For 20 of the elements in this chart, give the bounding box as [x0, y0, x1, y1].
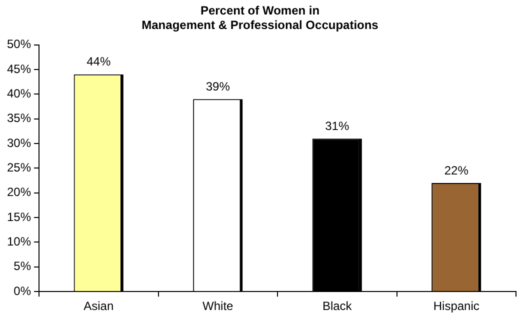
y-tick-label: 35% — [6, 111, 32, 126]
y-tick-label: 25% — [6, 160, 32, 175]
data-label: 39% — [206, 79, 230, 94]
x-tick-label: White — [202, 299, 234, 314]
y-tick-label: 5% — [14, 259, 32, 274]
x-tick-label: Black — [322, 299, 353, 314]
x-tick-label: Hispanic — [433, 299, 480, 314]
y-tick-label: 0% — [14, 284, 32, 298]
y-tick-label: 10% — [6, 234, 32, 249]
data-label: 22% — [444, 163, 469, 178]
chart-title: Percent of Women in Management & Professional Occupations — [142, 4, 379, 32]
data-label: 44% — [86, 54, 111, 69]
y-tick-label: 40% — [6, 86, 32, 100]
x-tick-label: Asian — [84, 299, 114, 314]
y-tick-label: 50% — [6, 37, 32, 52]
y-tick-label: 30% — [6, 136, 32, 150]
y-tick-label: 15% — [6, 210, 32, 224]
data-label: 31% — [325, 118, 350, 133]
y-tick-label: 45% — [6, 62, 32, 76]
y-tick-label: 20% — [6, 185, 32, 200]
